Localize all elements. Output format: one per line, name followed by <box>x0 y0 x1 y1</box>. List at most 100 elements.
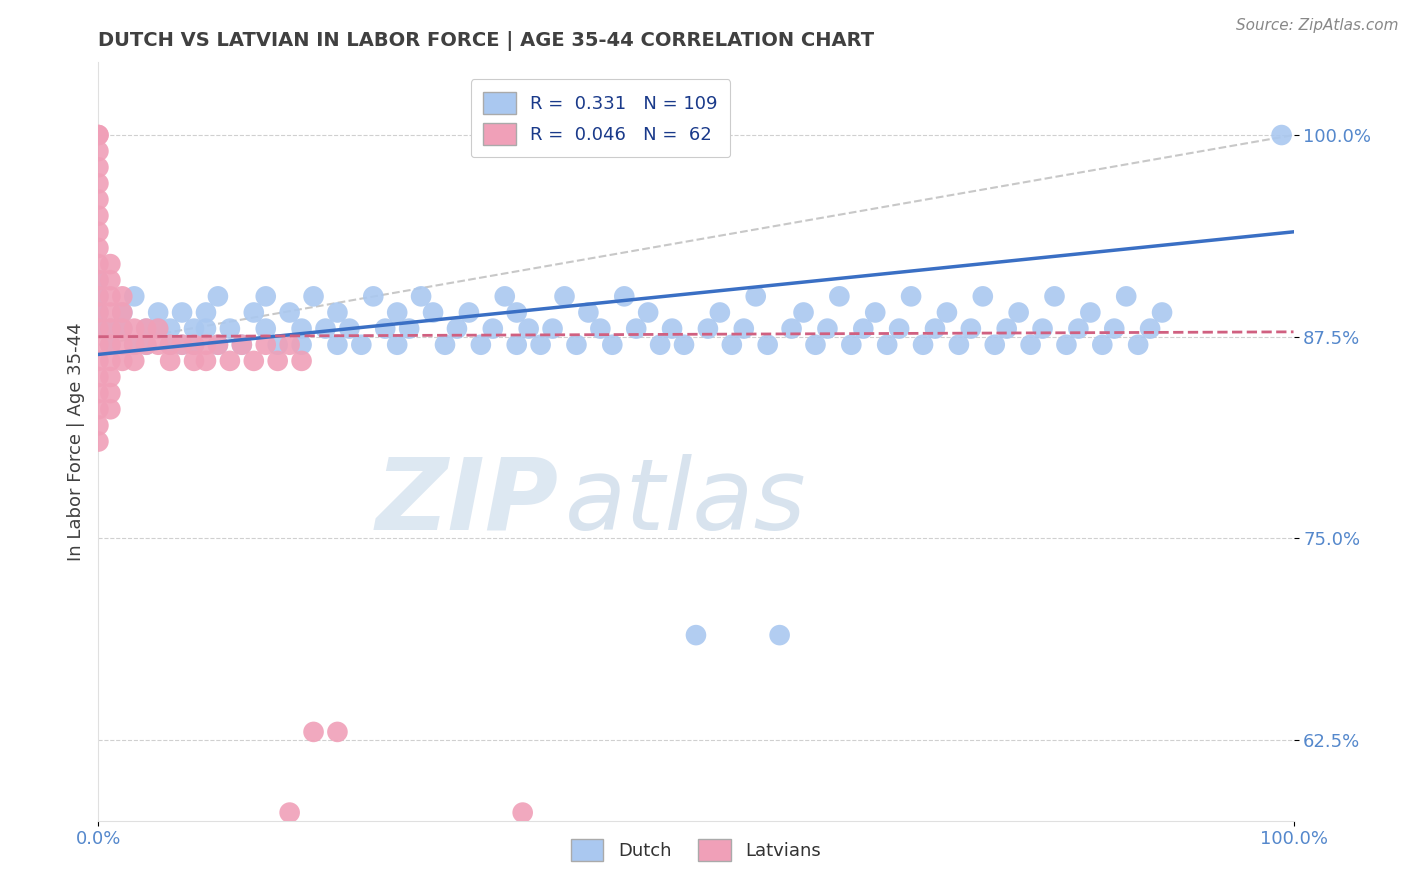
Point <box>124 321 146 335</box>
Point <box>98 354 122 368</box>
Point <box>506 305 529 319</box>
Point <box>87 386 110 401</box>
Point <box>183 337 205 351</box>
Point <box>481 321 505 335</box>
Point <box>219 354 242 368</box>
Point <box>87 257 110 271</box>
Point <box>124 289 146 303</box>
Point <box>98 370 122 384</box>
Point <box>159 354 181 368</box>
Point <box>87 321 110 335</box>
Text: atlas: atlas <box>565 454 806 550</box>
Point <box>673 337 696 351</box>
Point <box>291 337 314 351</box>
Point <box>385 337 409 351</box>
Point <box>148 321 170 335</box>
Point <box>267 337 290 351</box>
Point <box>111 354 134 368</box>
Point <box>124 337 146 351</box>
Point <box>231 337 253 351</box>
Point <box>87 209 110 223</box>
Point <box>1115 289 1137 303</box>
Point <box>911 337 934 351</box>
Point <box>98 321 122 335</box>
Point <box>326 305 349 319</box>
Point <box>254 337 277 351</box>
Point <box>98 337 122 351</box>
Point <box>87 128 110 142</box>
Point <box>278 805 301 820</box>
Point <box>98 321 122 335</box>
Point <box>207 337 229 351</box>
Point <box>98 402 122 417</box>
Point <box>972 289 994 303</box>
Point <box>207 337 229 351</box>
Point <box>613 289 636 303</box>
Point <box>87 321 110 335</box>
Point <box>948 337 970 351</box>
Point <box>470 337 492 351</box>
Point <box>517 321 540 335</box>
Point <box>661 321 683 335</box>
Point <box>87 354 110 368</box>
Point <box>709 305 731 319</box>
Point <box>1019 337 1042 351</box>
Point <box>135 321 157 335</box>
Point <box>183 354 205 368</box>
Point <box>648 337 672 351</box>
Point <box>124 337 146 351</box>
Point <box>339 321 361 335</box>
Point <box>1056 337 1078 351</box>
Point <box>254 289 277 303</box>
Point <box>398 321 420 335</box>
Point <box>87 144 110 158</box>
Point <box>721 337 744 351</box>
Point <box>960 321 983 335</box>
Point <box>852 321 875 335</box>
Point <box>278 305 301 319</box>
Point <box>589 321 612 335</box>
Point <box>422 305 444 319</box>
Point <box>87 128 110 142</box>
Point <box>626 321 648 335</box>
Point <box>195 354 218 368</box>
Point <box>87 161 110 175</box>
Point <box>278 337 301 351</box>
Point <box>326 725 349 739</box>
Point <box>302 289 325 303</box>
Point <box>111 321 134 335</box>
Point <box>87 402 110 417</box>
Point <box>554 289 576 303</box>
Point <box>1104 321 1126 335</box>
Point <box>1152 305 1174 319</box>
Point <box>148 337 170 351</box>
Point <box>936 305 959 319</box>
Point <box>87 370 110 384</box>
Point <box>374 321 396 335</box>
Point <box>231 337 253 351</box>
Point <box>1032 321 1054 335</box>
Point <box>291 354 314 368</box>
Point <box>530 337 553 351</box>
Point <box>984 337 1007 351</box>
Point <box>111 305 134 319</box>
Point <box>768 628 790 642</box>
Point <box>87 273 110 287</box>
Point <box>124 354 146 368</box>
Point <box>159 337 181 351</box>
Point <box>87 177 110 191</box>
Point <box>87 193 110 207</box>
Point <box>1067 321 1090 335</box>
Point <box>111 289 134 303</box>
Point <box>602 337 624 351</box>
Point <box>267 354 290 368</box>
Point <box>733 321 755 335</box>
Point <box>900 289 922 303</box>
Point <box>291 321 314 335</box>
Point <box>172 305 194 319</box>
Text: ZIP: ZIP <box>375 454 558 550</box>
Point <box>98 386 122 401</box>
Point <box>87 289 110 303</box>
Point <box>183 321 205 335</box>
Point <box>780 321 803 335</box>
